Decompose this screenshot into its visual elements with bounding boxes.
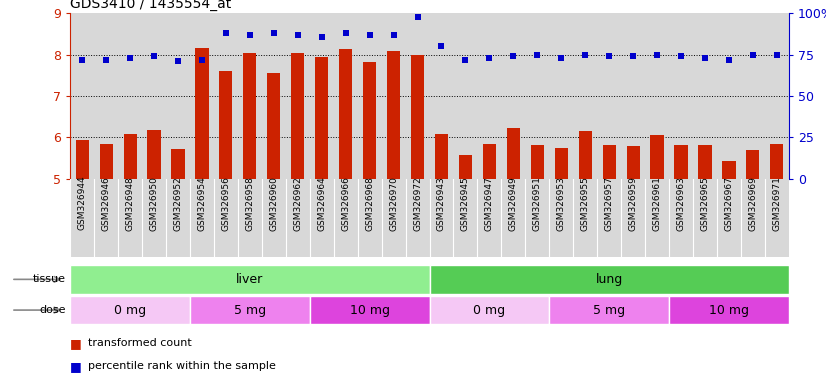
Bar xyxy=(603,145,615,179)
Point xyxy=(722,56,735,63)
Bar xyxy=(268,73,280,179)
Text: percentile rank within the sample: percentile rank within the sample xyxy=(88,361,276,371)
Bar xyxy=(363,62,376,179)
Point xyxy=(268,30,281,36)
Point xyxy=(76,56,89,63)
Bar xyxy=(411,55,424,179)
Text: 5 mg: 5 mg xyxy=(234,304,266,316)
Point xyxy=(292,32,305,38)
Point xyxy=(602,53,615,60)
Point xyxy=(387,32,401,38)
Text: liver: liver xyxy=(236,273,263,286)
Bar xyxy=(220,71,232,179)
Bar xyxy=(244,53,256,179)
Point xyxy=(316,33,329,40)
Text: GDS3410 / 1435554_at: GDS3410 / 1435554_at xyxy=(70,0,231,11)
Text: 0 mg: 0 mg xyxy=(473,304,506,316)
Bar xyxy=(148,130,160,179)
Bar xyxy=(124,134,136,179)
Bar xyxy=(76,140,88,179)
Bar xyxy=(507,128,520,179)
Point xyxy=(244,32,257,38)
Bar xyxy=(316,57,328,179)
Point xyxy=(459,56,472,63)
Point xyxy=(651,51,664,58)
Bar xyxy=(771,144,783,179)
Point xyxy=(699,55,712,61)
Text: 10 mg: 10 mg xyxy=(349,304,390,316)
Point xyxy=(172,58,185,65)
Bar xyxy=(555,147,567,179)
Bar xyxy=(430,265,789,294)
Bar xyxy=(483,144,496,179)
Text: 0 mg: 0 mg xyxy=(114,304,146,316)
Text: dose: dose xyxy=(40,305,66,315)
Bar xyxy=(70,296,190,324)
Bar xyxy=(430,296,549,324)
Bar xyxy=(190,296,310,324)
Text: tissue: tissue xyxy=(33,274,66,285)
Point xyxy=(482,55,496,61)
Bar xyxy=(172,149,184,179)
Bar xyxy=(459,155,472,179)
Point xyxy=(411,14,425,20)
Text: 10 mg: 10 mg xyxy=(709,304,749,316)
Bar xyxy=(675,145,687,179)
Text: ■: ■ xyxy=(70,360,82,373)
Bar xyxy=(669,296,789,324)
Point xyxy=(674,53,687,60)
Bar xyxy=(579,131,591,179)
Bar xyxy=(70,265,430,294)
Point xyxy=(770,51,783,58)
Bar xyxy=(549,296,669,324)
Point xyxy=(124,55,137,61)
Text: ■: ■ xyxy=(70,337,82,350)
Bar xyxy=(723,161,735,179)
Point xyxy=(363,32,377,38)
Point xyxy=(195,56,208,63)
Point xyxy=(746,51,759,58)
Text: transformed count: transformed count xyxy=(88,338,192,348)
Bar xyxy=(747,150,759,179)
Bar xyxy=(435,134,448,179)
Bar xyxy=(339,48,352,179)
Bar xyxy=(627,146,639,179)
Bar xyxy=(196,48,208,179)
Point xyxy=(530,51,544,58)
Bar xyxy=(699,145,711,179)
Bar xyxy=(387,51,400,179)
Bar xyxy=(292,53,304,179)
Bar xyxy=(651,135,663,179)
Point xyxy=(339,30,352,36)
Point xyxy=(148,53,161,60)
Text: lung: lung xyxy=(596,273,623,286)
Point xyxy=(220,30,233,36)
Point xyxy=(507,53,520,60)
Bar xyxy=(531,145,544,179)
Bar xyxy=(310,296,430,324)
Point xyxy=(434,43,448,50)
Point xyxy=(578,51,591,58)
Text: 5 mg: 5 mg xyxy=(593,304,625,316)
Point xyxy=(626,53,639,60)
Bar xyxy=(100,144,112,179)
Point xyxy=(100,56,113,63)
Point xyxy=(555,55,568,61)
